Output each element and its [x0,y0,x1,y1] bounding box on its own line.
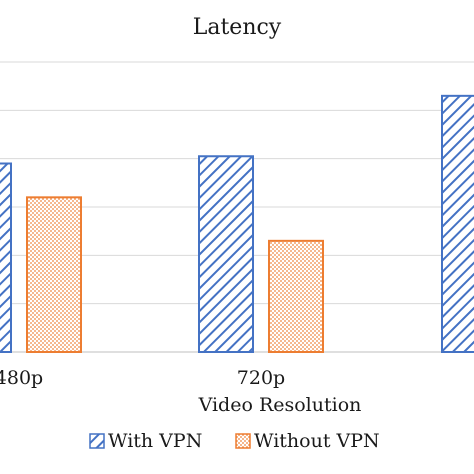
chart-title: Latency [193,15,282,40]
legend-label-without-vpn: Without VPN [254,430,380,452]
x-tick-label: 720p [237,367,285,389]
x-axis-label: Video Resolution [198,394,362,416]
bar-with-vpn-0 [0,162,12,353]
legend-label-with-vpn: With VPN [108,430,202,452]
x-tick-label: 480p [0,367,43,389]
bar-with-vpn-2 [441,94,474,353]
bars [0,94,474,353]
x-axis-ticks: 480p 720p [0,367,285,389]
bar-without-vpn-0 [26,196,82,353]
legend-swatch-without-vpn [235,433,251,449]
legend: With VPN Without VPN [89,430,380,452]
legend-swatch-with-vpn [89,433,105,449]
bar-without-vpn-1 [268,239,324,353]
bar-with-vpn-1 [198,155,254,353]
